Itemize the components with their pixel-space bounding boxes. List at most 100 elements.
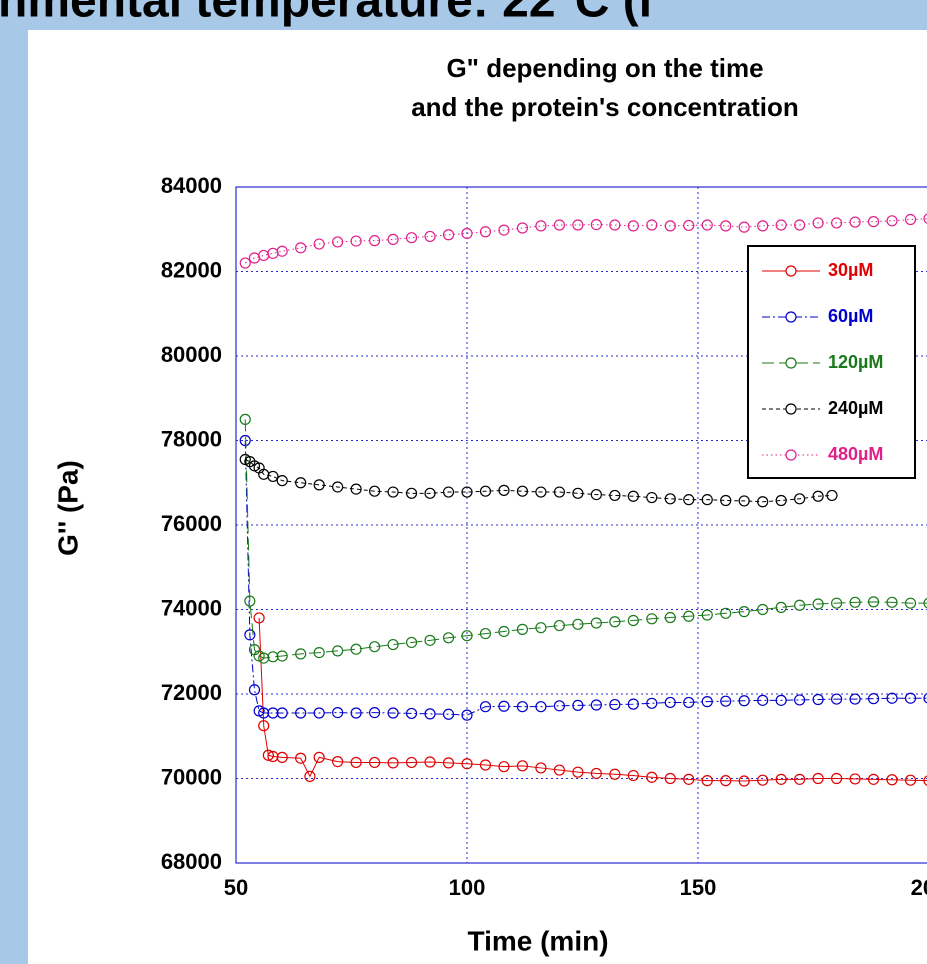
data-point: [904, 774, 917, 786]
data-point: [757, 496, 769, 508]
x-tick-label: 100: [449, 875, 486, 900]
data-point: [738, 221, 750, 233]
data-point: [590, 488, 602, 501]
data-point: [276, 707, 288, 719]
data-point: [849, 216, 861, 228]
y-tick-label: 78000: [161, 426, 222, 451]
series-line: [245, 459, 833, 503]
data-point: [442, 632, 455, 644]
data-point: [701, 696, 713, 708]
data-point: [535, 220, 547, 232]
data-point: [775, 694, 787, 706]
data-point: [553, 219, 566, 231]
data-point: [738, 606, 750, 618]
data-point: [923, 213, 927, 224]
data-point: [313, 646, 325, 659]
data-point: [387, 486, 399, 498]
data-point: [775, 219, 787, 231]
data-point: [553, 619, 566, 632]
data-point: [350, 643, 362, 655]
data-point: [867, 693, 880, 705]
data-point: [923, 597, 927, 609]
data-point: [627, 220, 639, 232]
y-axis-label: G'' (Pa): [52, 460, 83, 556]
data-point: [775, 773, 787, 785]
data-point: [757, 220, 769, 232]
data-point: [646, 697, 658, 709]
legend-label: 60µM: [828, 306, 873, 326]
data-point: [609, 219, 621, 231]
data-point: [590, 767, 602, 780]
data-point: [812, 693, 824, 706]
data-point: [276, 245, 288, 257]
data-point: [646, 613, 658, 625]
data-point: [479, 627, 492, 640]
data-point: [516, 485, 529, 497]
data-point: [535, 486, 547, 498]
legend-box: [747, 245, 916, 479]
data-point: [553, 700, 566, 712]
data-point: [332, 706, 344, 719]
data-point: [258, 707, 270, 719]
data-point: [350, 756, 362, 769]
data-point: [267, 651, 279, 663]
data-point: [830, 693, 843, 705]
data-point: [405, 707, 418, 720]
y-tick-label: 74000: [161, 595, 222, 620]
data-point: [904, 692, 917, 704]
x-tick-label: 200: [911, 875, 927, 900]
data-point: [646, 219, 658, 231]
legend-label: 480µM: [828, 444, 883, 464]
data-point: [516, 701, 529, 713]
data-point: [244, 629, 256, 641]
data-point: [535, 622, 547, 634]
data-point: [590, 219, 602, 231]
data-point: [757, 774, 769, 786]
data-point: [720, 220, 732, 232]
data-point: [609, 616, 621, 628]
data-point: [313, 238, 325, 250]
data-point: [267, 470, 279, 483]
data-point: [738, 495, 750, 507]
y-tick-label: 76000: [161, 511, 222, 536]
data-point: [794, 599, 806, 611]
data-point: [683, 219, 695, 232]
data-point: [812, 490, 824, 502]
data-point: [479, 226, 492, 238]
legend-marker: [785, 403, 797, 415]
data-point: [387, 638, 399, 651]
data-point: [590, 699, 602, 711]
legend-marker: [785, 311, 797, 323]
series: [239, 434, 927, 721]
data-point: [498, 224, 510, 236]
x-tick-label: 150: [680, 875, 717, 900]
data-point: [720, 494, 732, 507]
data-point: [313, 707, 325, 719]
data-point: [405, 636, 418, 649]
data-point: [267, 707, 279, 719]
data-point: [646, 491, 658, 504]
data-point: [572, 487, 584, 499]
data-point: [553, 486, 566, 498]
data-point: [350, 235, 362, 247]
series: [239, 413, 927, 664]
data-point: [683, 610, 695, 622]
data-point: [535, 701, 547, 713]
data-point: [794, 493, 806, 505]
data-point: [369, 641, 381, 653]
data-point: [794, 773, 806, 785]
data-point: [442, 757, 455, 769]
data-point: [775, 494, 787, 507]
data-point: [664, 611, 676, 624]
data-point: [553, 764, 566, 776]
data-point: [720, 607, 732, 619]
chart-title: G" depending on the time: [446, 53, 763, 83]
data-point: [904, 213, 917, 226]
data-point: [757, 603, 769, 616]
panel: [28, 30, 927, 964]
data-point: [442, 708, 455, 720]
data-point: [332, 645, 344, 657]
series: [253, 612, 927, 787]
